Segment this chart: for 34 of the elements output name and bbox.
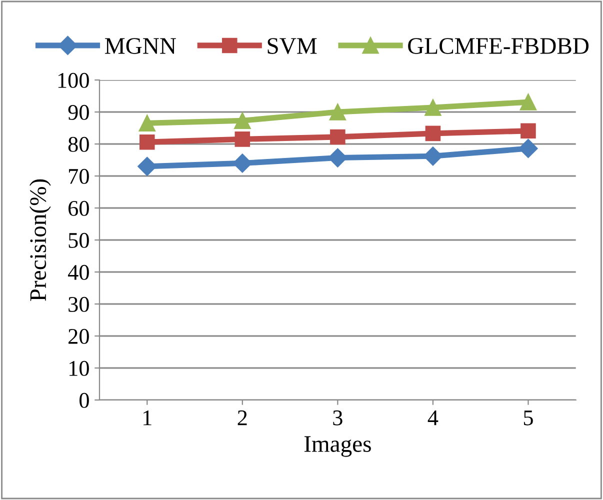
y-axis-title: Precision(%) <box>29 179 51 301</box>
y-tick-label: 90 <box>68 104 89 120</box>
y-tick-label: 80 <box>68 136 89 152</box>
y-tick-label: 100 <box>58 72 89 88</box>
point <box>425 126 441 142</box>
x-tick-label: 5 <box>524 410 533 426</box>
point <box>139 134 155 150</box>
x-axis-title: Images <box>304 436 371 457</box>
y-tick-label: 40 <box>68 264 89 280</box>
legend-label: MGNN <box>105 38 176 54</box>
y-tick-label: 50 <box>68 232 89 248</box>
point <box>138 114 156 132</box>
y-tick-label: 30 <box>68 296 89 312</box>
point <box>138 156 157 176</box>
x-tick-label: 1 <box>144 410 152 426</box>
point <box>330 129 346 145</box>
legend-label: GLCMFE-FBDBD <box>408 38 589 54</box>
x-tick-label: 2 <box>238 410 247 426</box>
y-tick-label: 60 <box>68 200 89 216</box>
point <box>234 112 251 129</box>
legend-label: SVM <box>268 38 317 54</box>
y-tick-label: 20 <box>68 328 89 344</box>
point <box>328 148 348 168</box>
point <box>520 123 536 139</box>
y-tick-label: 0 <box>80 392 89 408</box>
point <box>329 104 346 120</box>
x-tick-label: 4 <box>428 410 438 426</box>
point <box>520 94 537 110</box>
y-tick-label: 10 <box>70 360 89 376</box>
y-tick-label: 70 <box>69 168 89 184</box>
point <box>424 99 442 116</box>
x-tick-label: 3 <box>333 410 342 426</box>
point <box>518 138 538 158</box>
point <box>234 132 250 147</box>
